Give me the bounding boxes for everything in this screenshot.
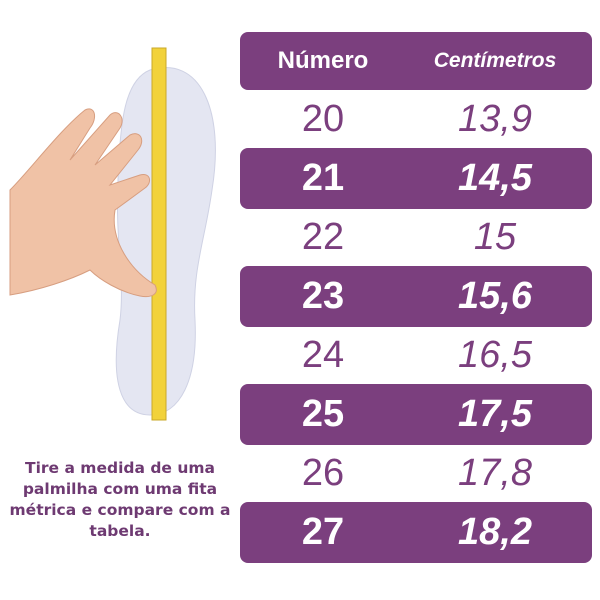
table-row: 21 14,5 <box>240 148 592 209</box>
size-number: 20 <box>301 98 345 140</box>
size-number: 26 <box>301 452 345 494</box>
size-number: 23 <box>301 275 345 317</box>
size-number: 21 <box>301 157 345 199</box>
size-number: 22 <box>301 216 345 258</box>
insole-measuring-illustration <box>9 47 216 421</box>
size-cm: 15,6 <box>458 275 532 317</box>
size-cm: 17,8 <box>458 452 532 494</box>
measuring-tape <box>151 47 167 421</box>
table-row: 23 15,6 <box>240 266 592 327</box>
table-row: 22 15 <box>240 208 592 267</box>
size-number: 25 <box>301 393 345 435</box>
table-header: Número Centímetros <box>240 32 592 90</box>
table-row: 26 17,8 <box>240 444 592 503</box>
table-row: 24 16,5 <box>240 326 592 385</box>
size-cm: 14,5 <box>458 157 532 199</box>
size-cm: 15 <box>473 216 517 258</box>
size-table: Número Centímetros 20 13,9 21 14,5 22 15 23… <box>240 32 592 563</box>
size-number: 24 <box>301 334 345 376</box>
header-cm: Centímetros <box>433 49 557 72</box>
hand-image <box>9 108 157 298</box>
size-cm: 13,9 <box>458 98 532 140</box>
size-cm: 16,5 <box>458 334 532 376</box>
size-cm: 17,5 <box>458 393 532 435</box>
size-number: 27 <box>301 511 345 553</box>
table-row: 27 18,2 <box>240 502 592 563</box>
instruction-caption: Tire a medida de uma palmilha com uma fi… <box>9 459 231 540</box>
table-row: 25 17,5 <box>240 384 592 445</box>
size-cm: 18,2 <box>458 511 532 553</box>
table-row: 20 13,9 <box>240 90 592 149</box>
header-number: Número <box>277 47 369 74</box>
